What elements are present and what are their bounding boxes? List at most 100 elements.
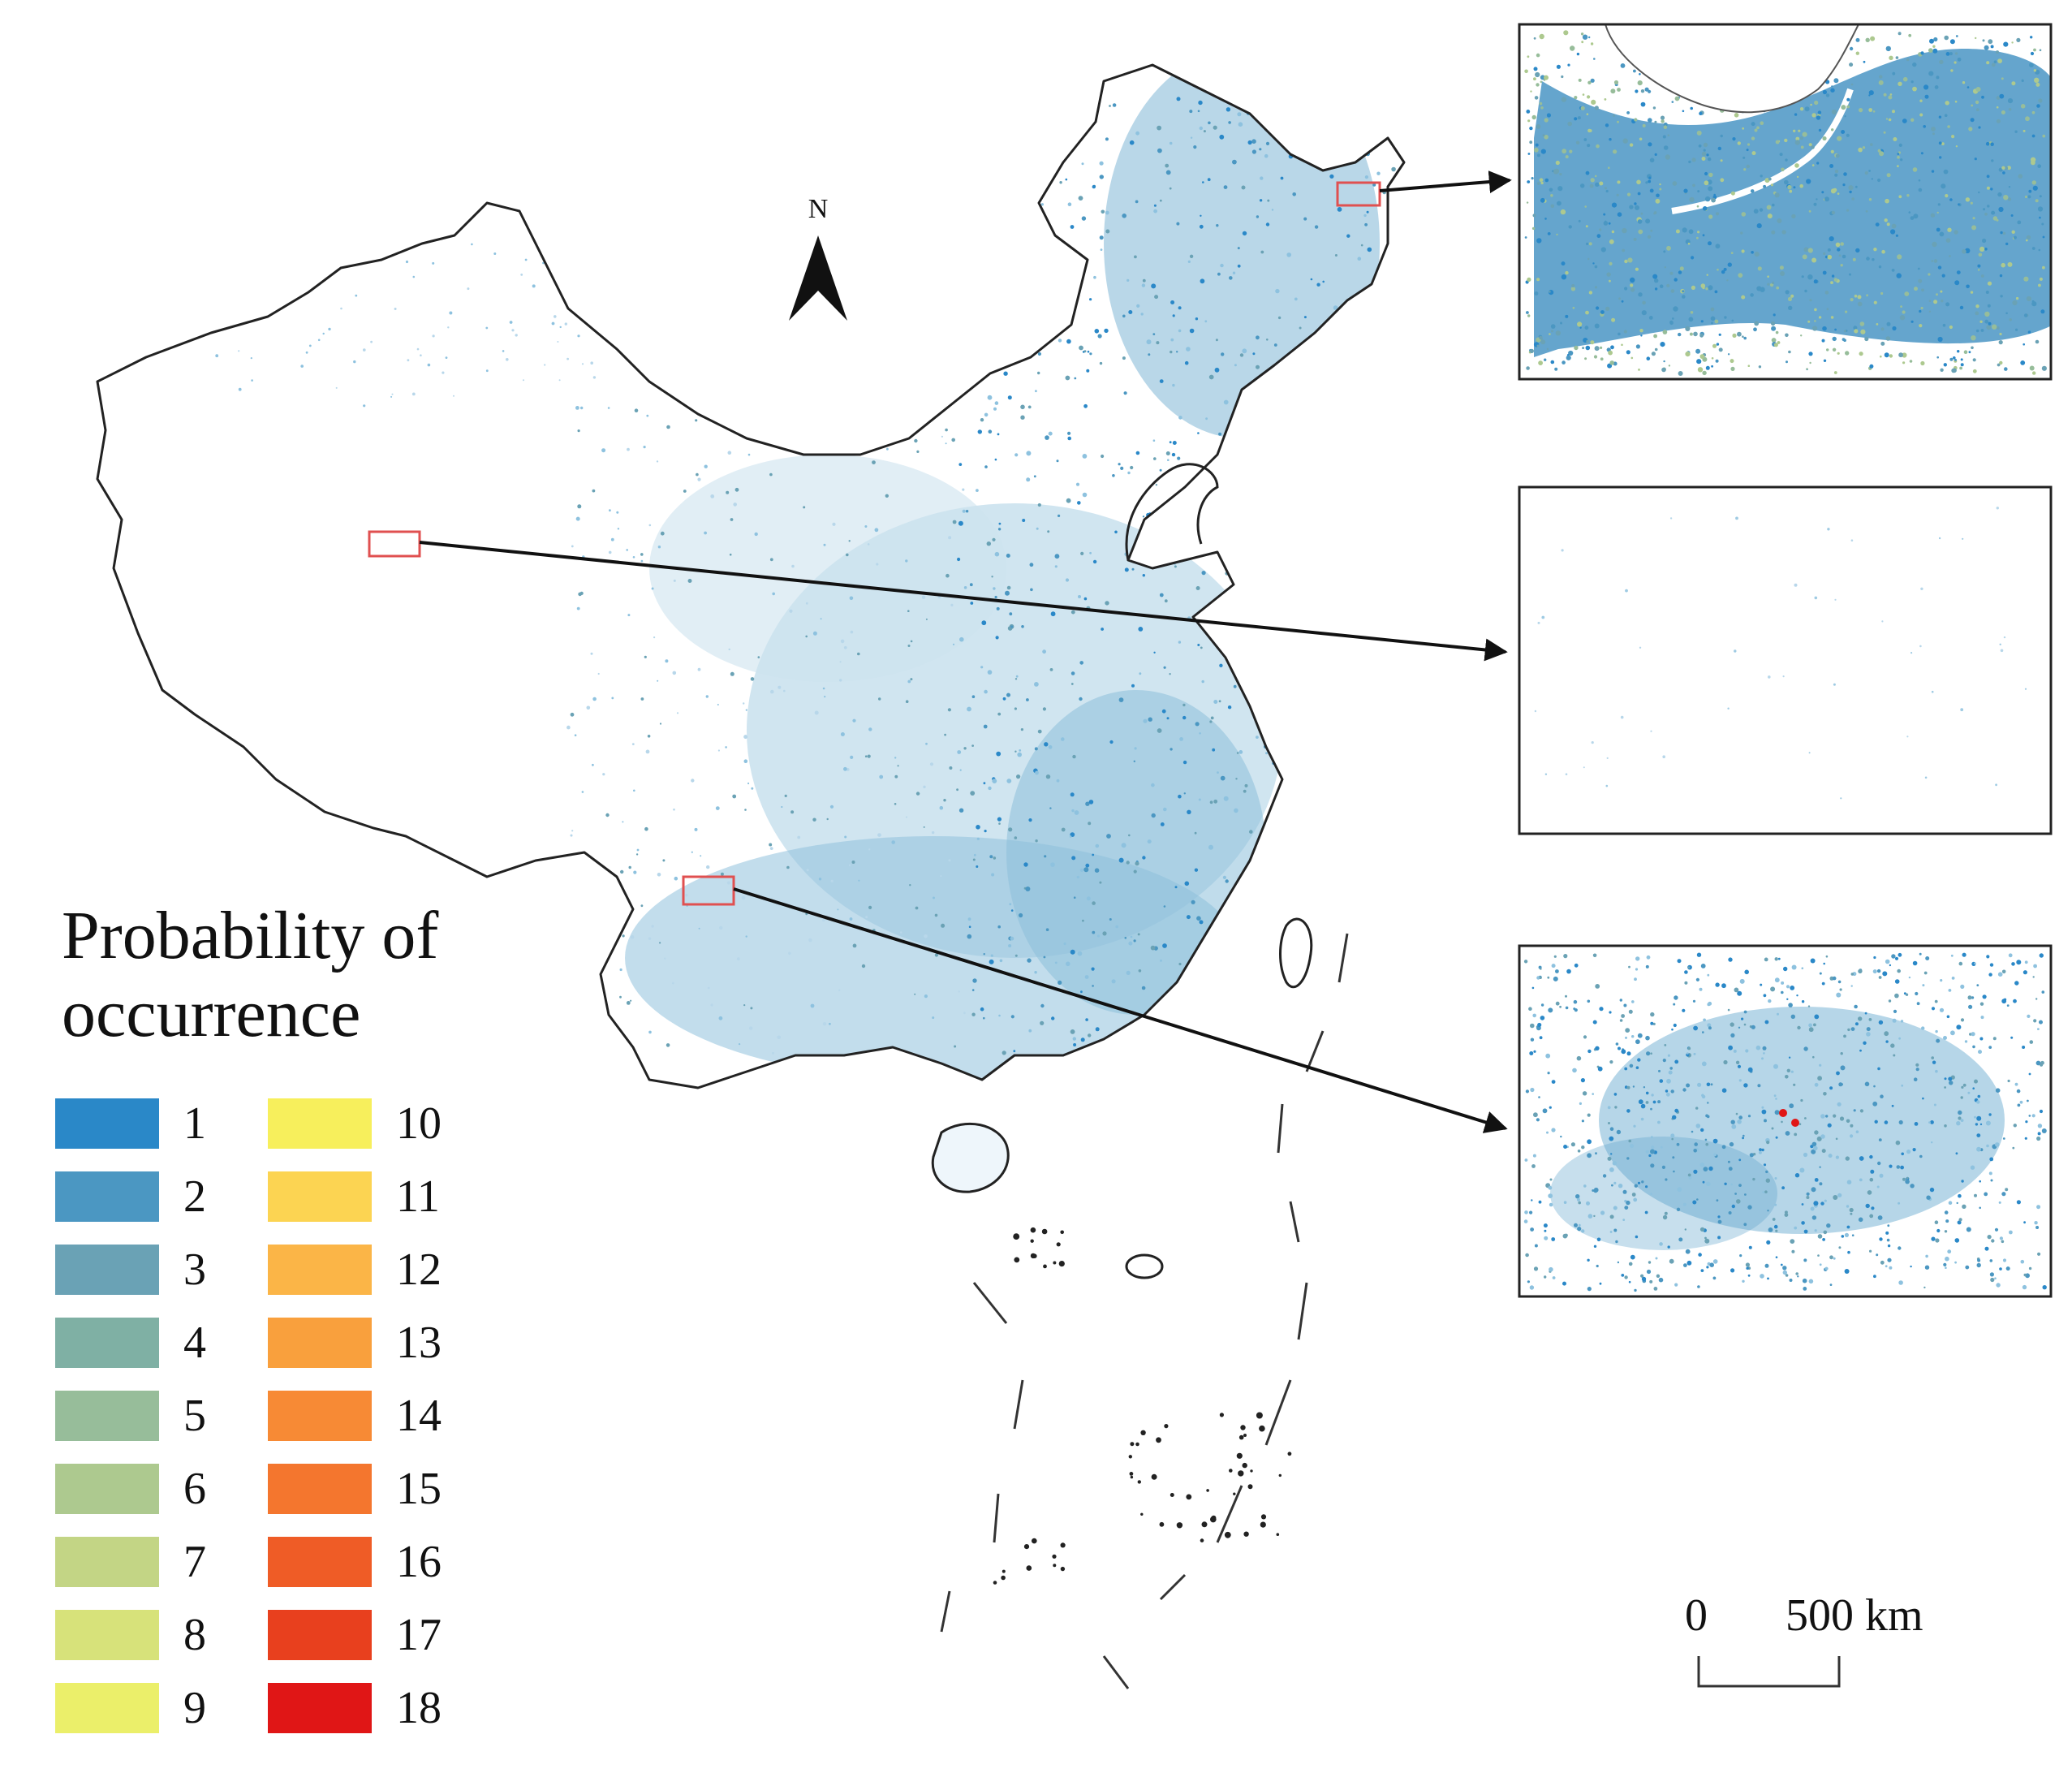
- occurrence-dot: [1715, 359, 1719, 363]
- occurrence-dot: [1306, 126, 1309, 129]
- occurrence-dot: [1958, 1116, 1962, 1120]
- occurrence-dot: [666, 425, 670, 429]
- occurrence-dot: [1774, 977, 1780, 983]
- occurrence-dot: [1996, 326, 2000, 330]
- occurrence-dot: [1105, 229, 1110, 234]
- occurrence-dot: [1556, 64, 1561, 69]
- occurrence-dot: [1244, 783, 1248, 787]
- occurrence-dot: [1151, 283, 1157, 289]
- occurrence-dot: [1650, 229, 1653, 232]
- occurrence-dot: [967, 313, 971, 317]
- occurrence-dot: [1316, 283, 1320, 287]
- occurrence-dot: [1535, 71, 1540, 78]
- occurrence-dot: [1603, 221, 1609, 226]
- occurrence-dot: [1675, 229, 1680, 234]
- occurrence-dot: [622, 821, 624, 823]
- occurrence-dot: [1400, 313, 1404, 318]
- occurrence-dot: [1251, 536, 1255, 540]
- occurrence-dot: [1734, 1193, 1738, 1195]
- occurrence-dot: [1058, 514, 1061, 518]
- occurrence-dot: [1527, 277, 1531, 282]
- occurrence-dot: [1966, 86, 1970, 88]
- occurrence-dot: [1873, 1085, 1876, 1088]
- occurrence-dot: [1989, 1259, 1993, 1262]
- occurrence-dot: [1208, 969, 1212, 973]
- occurrence-dot: [1196, 916, 1201, 921]
- legend-title-line1: Probability of: [62, 898, 439, 973]
- occurrence-dot: [1671, 1137, 1674, 1141]
- occurrence-dot: [1303, 999, 1307, 1004]
- occurrence-dot: [1109, 105, 1111, 107]
- occurrence-dot: [1996, 106, 1999, 109]
- occurrence-dot: [1879, 75, 1883, 79]
- occurrence-dot: [1872, 258, 1875, 261]
- occurrence-dot: [1640, 334, 1643, 337]
- occurrence-dot: [2017, 220, 2022, 225]
- occurrence-dot: [1741, 249, 1745, 253]
- occurrence-dot: [1796, 175, 1799, 179]
- occurrence-dot: [1688, 229, 1694, 235]
- occurrence-dot: [1242, 549, 1246, 553]
- occurrence-dot: [1575, 1194, 1580, 1199]
- occurrence-dot: [1829, 236, 1834, 242]
- occurrence-dot: [1311, 538, 1315, 542]
- occurrence-dot: [1607, 1156, 1612, 1161]
- legend-label-13: 13: [396, 1318, 442, 1368]
- occurrence-dot: [2041, 222, 2044, 226]
- occurrence-dot: [1816, 198, 1818, 201]
- occurrence-dot: [1814, 1014, 1820, 1020]
- occurrence-dot: [1690, 106, 1693, 110]
- occurrence-dot: [1630, 1144, 1635, 1149]
- occurrence-dot: [1243, 1434, 1247, 1437]
- occurrence-dot: [1822, 136, 1827, 141]
- occurrence-dot: [2026, 239, 2028, 242]
- occurrence-dot: [1393, 193, 1397, 197]
- occurrence-dot: [1840, 1052, 1843, 1055]
- occurrence-dot: [972, 978, 977, 983]
- occurrence-dot: [1782, 1270, 1787, 1275]
- occurrence-dot: [1782, 1266, 1787, 1270]
- occurrence-dot: [967, 934, 972, 939]
- occurrence-dot: [1738, 1079, 1742, 1082]
- occurrence-dot: [1850, 83, 1854, 86]
- occurrence-dot: [1310, 278, 1313, 281]
- occurrence-dot: [1971, 335, 1976, 341]
- occurrence-dot: [1976, 1100, 1980, 1104]
- occurrence-dot: [1871, 178, 1873, 180]
- occurrence-dot: [1703, 149, 1706, 152]
- occurrence-dot: [2010, 214, 2014, 217]
- occurrence-dot: [1348, 902, 1352, 906]
- occurrence-dot: [577, 504, 582, 509]
- occurrence-dot: [1747, 365, 1751, 368]
- occurrence-dot: [1788, 1056, 1791, 1059]
- occurrence-dot: [1994, 1227, 1999, 1232]
- occurrence-dot: [1688, 160, 1691, 164]
- occurrence-dot: [1669, 271, 1674, 275]
- occurrence-dot: [696, 472, 699, 477]
- occurrence-dot: [1702, 234, 1705, 237]
- occurrence-dot: [1757, 1084, 1761, 1088]
- occurrence-dot: [1390, 1011, 1395, 1015]
- occurrence-dot: [651, 925, 654, 928]
- occurrence-dot: [1867, 1190, 1872, 1195]
- occurrence-dot: [1811, 145, 1815, 149]
- occurrence-dot: [812, 631, 817, 636]
- occurrence-dot: [1367, 522, 1372, 527]
- occurrence-dot: [1217, 1015, 1219, 1017]
- occurrence-dot: [1747, 1067, 1753, 1072]
- occurrence-dot: [1963, 350, 1968, 355]
- occurrence-dot: [1898, 1119, 1903, 1125]
- occurrence-dot: [1810, 1206, 1815, 1211]
- occurrence-dot: [1109, 740, 1114, 744]
- occurrence-dot: [1775, 140, 1780, 145]
- occurrence-dot: [1135, 200, 1139, 204]
- occurrence-dot: [1996, 50, 1999, 54]
- occurrence-dot: [1862, 146, 1866, 149]
- occurrence-dot: [1693, 1052, 1696, 1055]
- occurrence-dot: [1640, 89, 1645, 93]
- occurrence-dot: [1526, 110, 1531, 114]
- occurrence-dot: [1599, 228, 1602, 231]
- occurrence-dot: [1392, 869, 1396, 872]
- occurrence-dot: [1954, 1238, 1960, 1243]
- occurrence-dot: [1797, 1275, 1799, 1278]
